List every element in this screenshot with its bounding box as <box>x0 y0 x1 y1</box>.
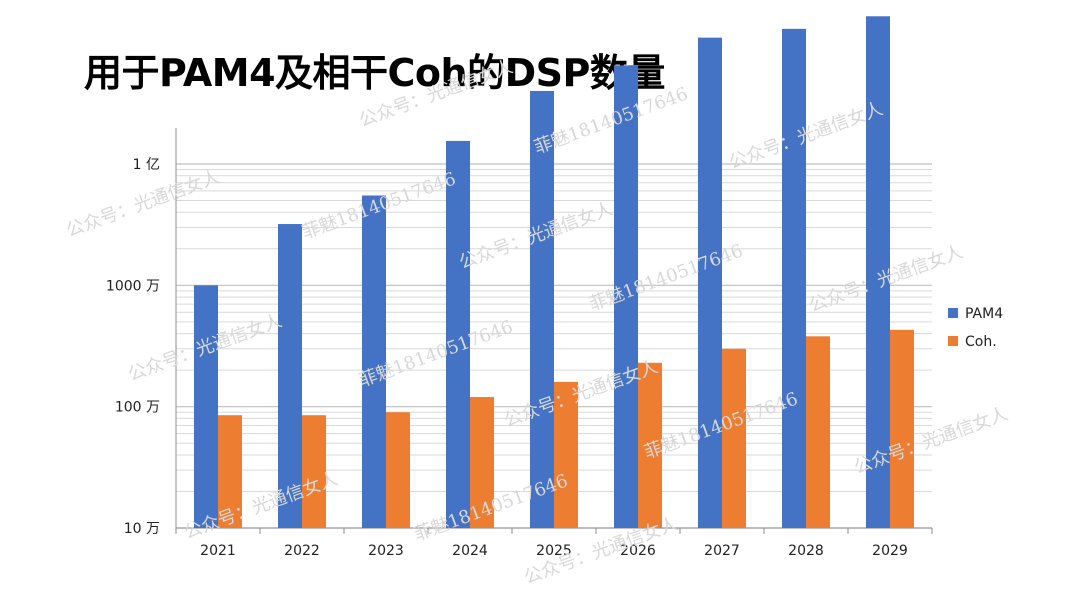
x-tick-label: 2022 <box>284 543 320 559</box>
bar-pam4-2023 <box>362 195 386 528</box>
x-tick-label: 2028 <box>788 543 824 559</box>
x-tick-label: 2029 <box>872 543 908 559</box>
x-tick-label: 2021 <box>200 543 236 559</box>
bar-coh-2022 <box>302 415 326 528</box>
y-tick-label: 10 万 <box>124 521 160 537</box>
bar-coh-2029 <box>890 329 914 528</box>
y-tick-label: 1000 万 <box>106 278 160 294</box>
legend-swatch <box>948 336 958 346</box>
bar-coh-2021 <box>218 415 242 528</box>
bar-coh-2028 <box>806 336 830 528</box>
bar-coh-2027 <box>722 348 746 528</box>
bar-pam4-2024 <box>446 140 470 528</box>
legend-swatch <box>948 308 958 318</box>
bar-pam4-2026 <box>614 65 638 528</box>
x-tick-label: 2024 <box>452 543 488 559</box>
legend-label: Coh. <box>965 334 997 350</box>
x-tick-label: 2023 <box>368 543 404 559</box>
bar-pam4-2027 <box>698 37 722 529</box>
bar-coh-2023 <box>386 412 410 528</box>
bar-pam4-2025 <box>530 90 554 528</box>
bar-coh-2025 <box>554 381 578 528</box>
y-tick-label: 1 亿 <box>133 157 160 173</box>
legend-label: PAM4 <box>965 306 1003 322</box>
bar-pam4-2021 <box>194 285 218 528</box>
bar-pam4-2029 <box>866 16 890 528</box>
y-tick-label: 100 万 <box>115 400 160 416</box>
x-tick-label: 2027 <box>704 543 740 559</box>
bar-pam4-2022 <box>278 224 302 528</box>
bar-coh-2024 <box>470 397 494 528</box>
x-tick-label: 2025 <box>536 543 572 559</box>
bar-pam4-2028 <box>782 28 806 528</box>
bar-coh-2026 <box>638 362 662 528</box>
x-tick-label: 2026 <box>620 543 656 559</box>
page-title: 用于PAM4及相干Coh的DSP数量 <box>84 51 665 95</box>
